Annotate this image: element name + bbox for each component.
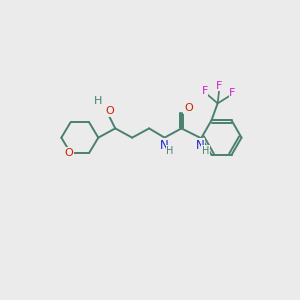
Text: F: F <box>216 81 222 91</box>
Text: N: N <box>160 139 169 152</box>
Text: O: O <box>106 106 114 116</box>
Text: O: O <box>65 148 74 158</box>
Text: H: H <box>94 96 103 106</box>
Text: O: O <box>184 103 193 113</box>
Text: N: N <box>196 139 204 152</box>
Text: H: H <box>166 146 174 156</box>
Text: H: H <box>202 146 209 156</box>
Text: F: F <box>201 86 208 96</box>
Text: F: F <box>229 88 236 98</box>
